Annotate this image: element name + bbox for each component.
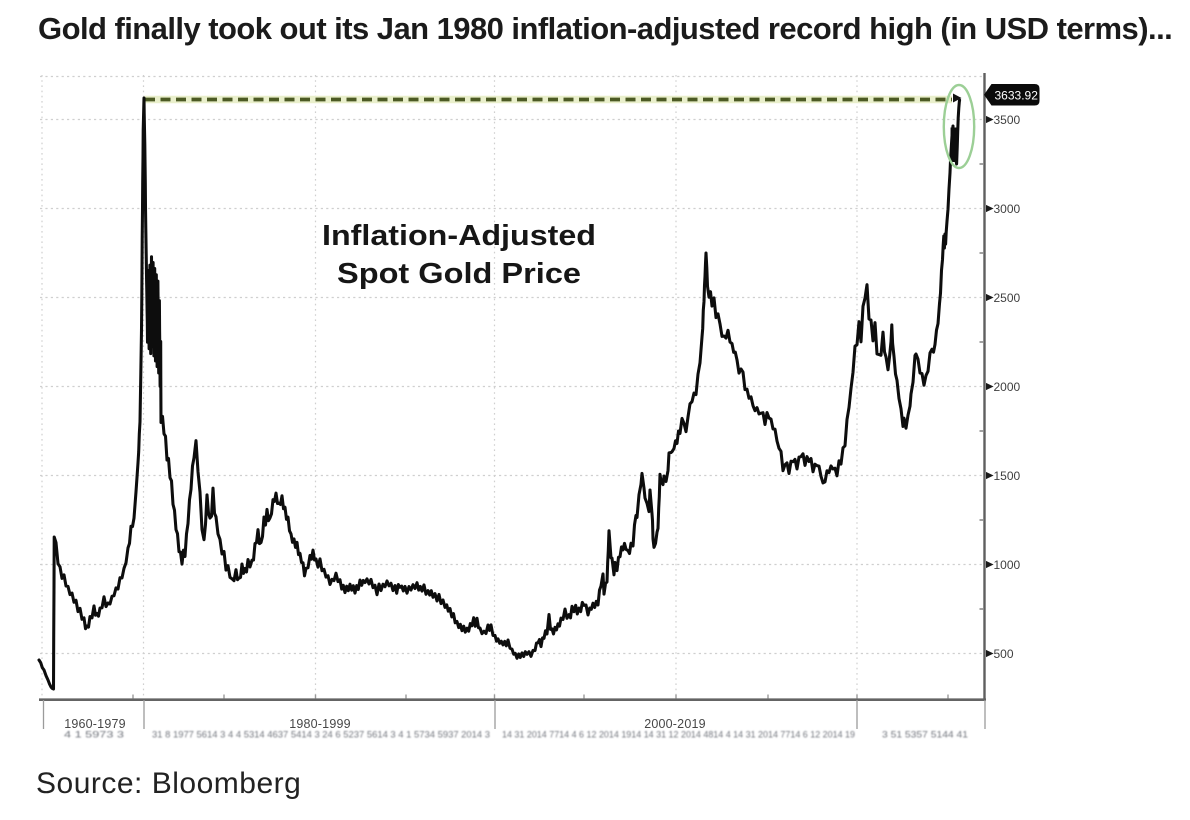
svg-text:1500: 1500: [994, 469, 1021, 483]
svg-text:3 51 5357 5144 41: 3 51 5357 5144 41: [882, 730, 968, 741]
svg-text:3500: 3500: [994, 113, 1021, 127]
svg-text:Spot Gold Price: Spot Gold Price: [337, 258, 581, 290]
svg-text:500: 500: [994, 647, 1014, 661]
svg-text:31 8 1977 5614 3 4 4 5314 4637: 31 8 1977 5614 3 4 4 5314 4637 5414 3 24…: [152, 730, 490, 741]
svg-text:3000: 3000: [994, 202, 1021, 216]
svg-text:2000: 2000: [994, 380, 1021, 394]
svg-text:1000: 1000: [994, 558, 1021, 572]
svg-text:Inflation-Adjusted: Inflation-Adjusted: [322, 220, 596, 252]
svg-text:3633.92: 3633.92: [995, 88, 1039, 102]
svg-text:2500: 2500: [994, 291, 1021, 305]
svg-text:14 31 2014 7714 4 6 12 2014 19: 14 31 2014 7714 4 6 12 2014 1914 14 31 1…: [502, 730, 855, 741]
svg-text:2000-2019: 2000-2019: [644, 717, 706, 731]
svg-text:1980-1999: 1980-1999: [289, 717, 351, 731]
svg-text:1960-1979: 1960-1979: [64, 717, 126, 731]
svg-text:4 1 5973 3: 4 1 5973 3: [64, 730, 124, 741]
